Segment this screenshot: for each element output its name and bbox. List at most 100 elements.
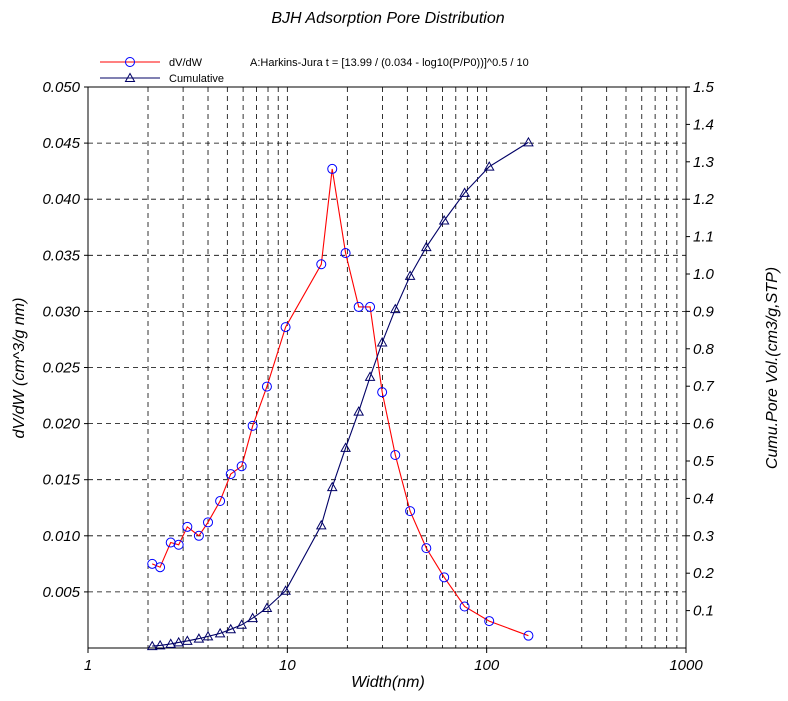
y2-tick-label: 0.2 [693,565,715,582]
y2-tick-label: 1.4 [693,116,714,133]
data-point [377,387,388,398]
x-tick-label: 100 [474,657,500,674]
x-tick-label: 1 [84,657,92,674]
data-point [459,187,470,197]
y2-tick-label: 0.9 [693,303,715,320]
y-tick-label: 0.020 [42,416,80,433]
y-tick-label: 0.005 [42,584,80,601]
data-point [364,371,376,381]
y2-tick-label: 0.6 [693,416,715,433]
data-point [523,630,534,641]
data-point [404,270,416,280]
chart-title: BJH Adsorption Pore Distribution [271,10,504,27]
series-dvdw [147,163,534,641]
y-tick-label: 0.025 [42,360,80,377]
y2-tick-label: 1.5 [693,79,715,96]
data-point [261,602,273,612]
y2-tick-label: 0.4 [693,490,714,507]
data-point [146,640,158,651]
data-point [247,420,258,431]
y-tick-label: 0.030 [42,303,80,320]
data-point [280,322,291,333]
y2-tick-label: 1.2 [693,191,715,208]
x-axis: 1 10 100 1000 [84,648,703,674]
data-point [155,562,166,573]
data-point [376,336,388,347]
y-tick-label: 0.010 [42,528,80,545]
data-point [389,303,401,314]
data-point [438,214,450,225]
series-cumulative [146,136,534,651]
data-point [261,381,272,392]
data-point [353,301,364,312]
data-point [225,469,236,480]
x-tick-label: 1000 [669,657,703,674]
data-point [236,619,248,629]
data-point [390,450,401,461]
y-axis-right: 1.5 1.4 1.3 1.2 1.1 1.0 0.9 0.8 0.7 0.6 0.5 0.4 0.3 0… [686,79,715,620]
data-point [523,136,534,147]
data-point [202,630,214,641]
y2-tick-label: 1.1 [693,229,714,246]
data-point [215,496,226,507]
legend-label-cumulative: Cumulative [169,73,224,85]
method-note: A:Harkins-Jura t = [13.99 / (0.034 - log… [250,57,529,69]
data-point [327,163,338,174]
x-axis-title: Width(nm) [351,674,425,691]
data-point [326,481,338,492]
data-point [181,635,193,645]
y-tick-label: 0.035 [42,247,80,264]
y2-tick-label: 1.0 [693,266,715,283]
y-tick-label: 0.015 [42,472,80,489]
series-line [151,168,529,637]
data-point [182,521,193,532]
data-point [247,612,259,623]
legend: dV/dW Cumulative A:Harkins-Jura t = [13.… [100,57,529,85]
data-point [420,241,432,252]
y-tick-label: 0.040 [42,191,80,208]
y2-tick-label: 0.3 [693,528,715,545]
data-point [340,442,351,452]
grid [88,87,686,648]
data-point [214,627,226,638]
data-point [236,461,247,472]
y-axis-title: dV/dW (cm^3/g nm) [11,298,28,439]
series-layer [146,136,534,651]
y2-axis-title: Cumu.Pore Vol.(cm3/g,STP) [764,267,781,469]
data-point [280,585,291,595]
x-tick-label: 10 [279,657,296,674]
y2-tick-label: 0.8 [693,341,715,358]
data-point [165,537,176,548]
data-point [353,406,365,416]
y2-tick-label: 1.3 [693,154,715,171]
y2-tick-label: 0.1 [693,603,714,620]
y2-tick-label: 0.7 [693,378,715,395]
data-point [315,519,327,530]
y-axis-left: 0.050 0.045 0.040 0.035 0.030 0.025 0.020 0.015… [42,79,88,601]
data-point [173,636,185,647]
data-point [203,517,214,528]
data-point [439,572,450,583]
legend-marker-cumulative [124,72,136,82]
y-tick-label: 0.045 [42,135,80,152]
data-point [165,638,177,648]
data-point [340,248,351,259]
data-point [365,301,376,312]
data-point [459,601,470,612]
data-point [193,530,204,541]
data-point [405,506,416,517]
data-point [316,259,327,270]
y-tick-label: 0.050 [42,79,80,96]
data-point [193,633,205,643]
data-point [483,161,495,171]
data-point [484,616,495,627]
data-point [225,623,237,634]
y2-tick-label: 0.5 [693,453,715,470]
data-point [421,543,432,554]
data-point [154,639,166,650]
legend-marker-dvdw [125,57,135,67]
legend-label-dvdw: dV/dW [169,57,203,69]
data-point [173,539,184,550]
